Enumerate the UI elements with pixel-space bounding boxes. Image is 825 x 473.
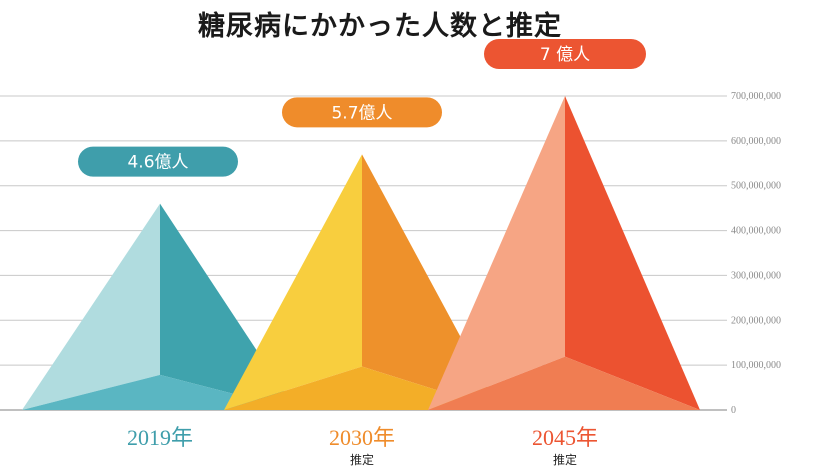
y-tick-label: 500,000,000 [731,181,781,192]
data-label: 4.6億人 [127,153,188,173]
category-label: 2019年 [127,425,193,450]
data-label-pill [484,39,646,69]
y-tick-label: 600,000,000 [731,136,781,147]
y-tick-label: 200,000,000 [731,315,781,326]
chart-title: 糖尿病にかかった人数と推定 [198,11,562,42]
pyramid-left-face [224,154,362,410]
data-label: 7 億人 [540,45,590,65]
pyramid-front-face [22,374,296,410]
y-tick-label: 0 [731,405,736,416]
y-tick-label: 400,000,000 [731,226,781,237]
category-label: 2045年 [532,425,598,450]
y-tick-label: 100,000,000 [731,360,781,371]
pyramid-right-face [160,203,296,410]
pyramid-front-face [224,366,500,410]
category-sublabel: 推定 [350,452,374,467]
y-tick-label: 700,000,000 [731,91,781,102]
y-tick-label: 300,000,000 [731,270,781,281]
category-sublabel: 推定 [553,452,577,467]
data-label: 5.7億人 [331,103,392,123]
data-label-pill [282,97,442,128]
data-label-pill [78,146,238,177]
pyramid-left-face [22,203,160,410]
pyramid-left-face [428,96,565,410]
category-label: 2030年 [329,425,395,450]
pyramid-front-face [428,356,700,410]
pyramid-right-face [565,96,700,410]
